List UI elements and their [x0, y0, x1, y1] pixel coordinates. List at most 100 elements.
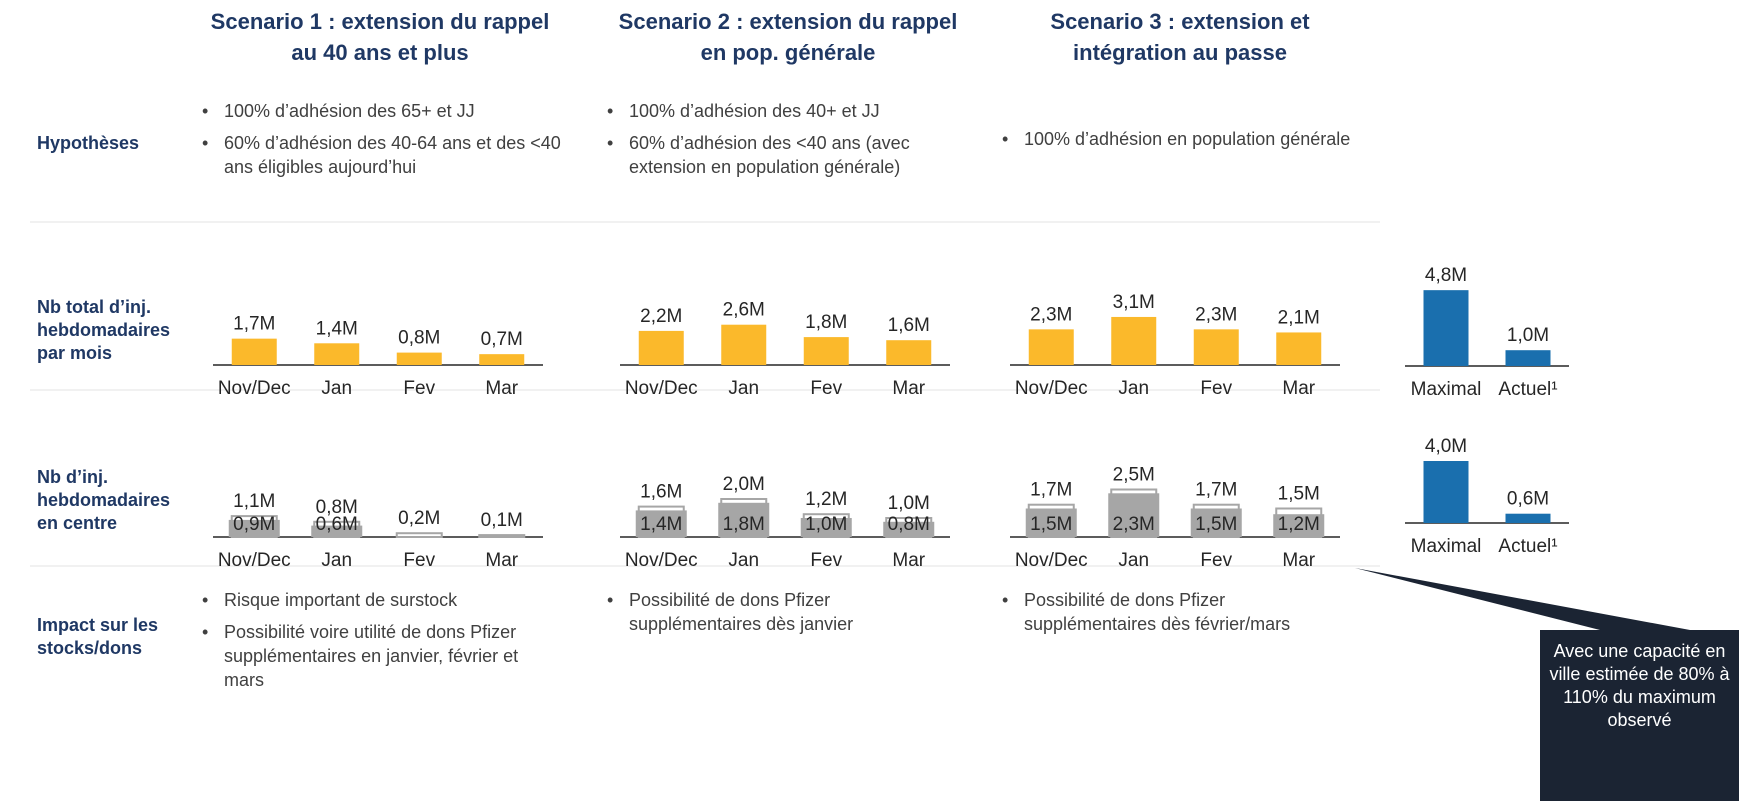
value-label: 0,8M [398, 328, 440, 349]
x-tick-label: Fev [1200, 378, 1232, 399]
value-label: 2,3M [1195, 304, 1237, 325]
inner-bar [1190, 508, 1242, 537]
inner-value-label: 0,6M [316, 514, 358, 535]
inner-value-label: 2,3M [1113, 514, 1155, 535]
inner-value-label: 0,9M [233, 514, 275, 535]
bar [1423, 290, 1469, 366]
inner-value-label: 1,8M [723, 514, 765, 535]
bar [1505, 513, 1551, 523]
inner-value-label: 1,5M [1195, 514, 1237, 535]
value-label: 1,1M [233, 491, 275, 512]
x-tick-label: Jan [1118, 550, 1149, 571]
value-label: 0,2M [398, 508, 440, 529]
row-label: Impact sur les stocks/dons [37, 615, 159, 658]
value-label: 1,2M [805, 489, 847, 510]
value-label: 1,4M [316, 318, 358, 339]
inner-value-label: 0,8M [888, 514, 930, 535]
bullet-list: Possibilité de dons Pfizer supplémentair… [1000, 588, 1360, 644]
bullet-list: Risque important de surstock Possibilité … [200, 588, 560, 700]
value-label: 2,3M [1030, 304, 1072, 325]
inner-bar [1108, 493, 1160, 537]
inner-value-label: 1,4M [640, 514, 682, 535]
bar [638, 330, 684, 365]
x-tick-label: Actuel¹ [1498, 379, 1557, 400]
value-label: 1,8M [805, 312, 847, 333]
bar [314, 343, 360, 365]
inner-bar [1273, 514, 1325, 537]
bar [479, 354, 525, 365]
value-label: 1,6M [640, 482, 682, 503]
callout-pointer [1355, 568, 1690, 630]
bullet: 60% d’adhésion des <40 ans (avec extensi… [605, 131, 985, 179]
value-label: 2,0M [723, 474, 765, 495]
bullet: Possibilité de dons Pfizer supplémentair… [1000, 588, 1360, 636]
bullet: 100% d’adhésion des 65+ et JJ [200, 99, 580, 123]
x-tick-label: Jan [728, 378, 759, 399]
inner-bar [311, 525, 363, 537]
bar [1505, 350, 1551, 366]
bullet: Risque important de surstock [200, 588, 560, 612]
callout-box [1540, 630, 1739, 801]
x-tick-label: Maximal [1411, 536, 1482, 557]
value-label: 1,7M [1030, 480, 1072, 501]
x-tick-label: Jan [321, 550, 352, 571]
inner-value-label: 1,2M [1278, 514, 1320, 535]
inner-bar [800, 518, 852, 537]
value-label: 0,1M [481, 510, 523, 531]
value-label: 2,2M [640, 306, 682, 327]
bar [1028, 329, 1074, 365]
scenario-title: Scenario 1 : extension du rappel au 40 a… [210, 9, 550, 65]
value-label: 4,8M [1425, 265, 1467, 286]
inner-bar [1025, 508, 1077, 537]
scenario-title: Scenario 2 : extension du rappel en pop.… [618, 9, 958, 65]
bullet: Possibilité de dons Pfizer supplémentair… [605, 588, 965, 636]
value-label: 2,1M [1278, 307, 1320, 328]
inner-bar [228, 519, 280, 537]
x-tick-label: Mar [1282, 550, 1315, 571]
value-label: 0,8M [316, 497, 358, 518]
value-label: 1,0M [888, 493, 930, 514]
x-tick-label: Fev [810, 550, 842, 571]
scenario-title: Scenario 3 : extension et intégration au… [1050, 9, 1310, 65]
bar [721, 324, 767, 365]
value-label: 1,6M [888, 315, 930, 336]
inner-bar [718, 502, 770, 537]
bar [1111, 316, 1157, 365]
bar [231, 338, 277, 365]
x-tick-label: Fev [1200, 550, 1232, 571]
x-tick-label: Nov/Dec [1015, 550, 1088, 571]
x-tick-label: Mar [485, 550, 518, 571]
value-label: 1,7M [233, 314, 275, 335]
bar [396, 352, 442, 365]
x-tick-label: Mar [485, 378, 518, 399]
x-tick-label: Maximal [1411, 379, 1482, 400]
x-tick-label: Jan [321, 378, 352, 399]
value-label: 4,0M [1425, 436, 1467, 457]
inner-bar [883, 521, 935, 537]
bullet-list: 100% d’adhésion des 40+ et JJ 60% d’adhés… [605, 88, 985, 198]
value-label: 3,1M [1113, 292, 1155, 313]
bullet-list: Possibilité de dons Pfizer supplémentair… [605, 588, 965, 644]
bar [1276, 332, 1322, 365]
inner-value-label: 1,5M [1030, 514, 1072, 535]
bullet: Possibilité voire utilité de dons Pfizer… [200, 620, 560, 692]
bullet: 100% d’adhésion des 40+ et JJ [605, 99, 985, 123]
row-label: Nb total d’inj. hebdomadaires par mois [37, 296, 171, 363]
value-label: 1,7M [1195, 480, 1237, 501]
value-label: 1,0M [1507, 325, 1549, 346]
value-label: 1,5M [1278, 484, 1320, 505]
value-label: 0,7M [481, 329, 523, 350]
value-label: 0,6M [1507, 489, 1549, 510]
row-label: Nb d’inj. hebdomadaires en centre [37, 466, 171, 533]
bar [1423, 461, 1469, 523]
x-tick-label: Mar [1282, 378, 1315, 399]
row-label: Hypothèses [37, 132, 140, 153]
x-tick-label: Nov/Dec [1015, 378, 1088, 399]
x-tick-label: Fev [403, 378, 435, 399]
x-tick-label: Jan [1118, 378, 1149, 399]
bullet: 60% d’adhésion des 40-64 ans et des <40 … [200, 131, 580, 179]
bar [803, 337, 849, 365]
bar [886, 340, 932, 365]
